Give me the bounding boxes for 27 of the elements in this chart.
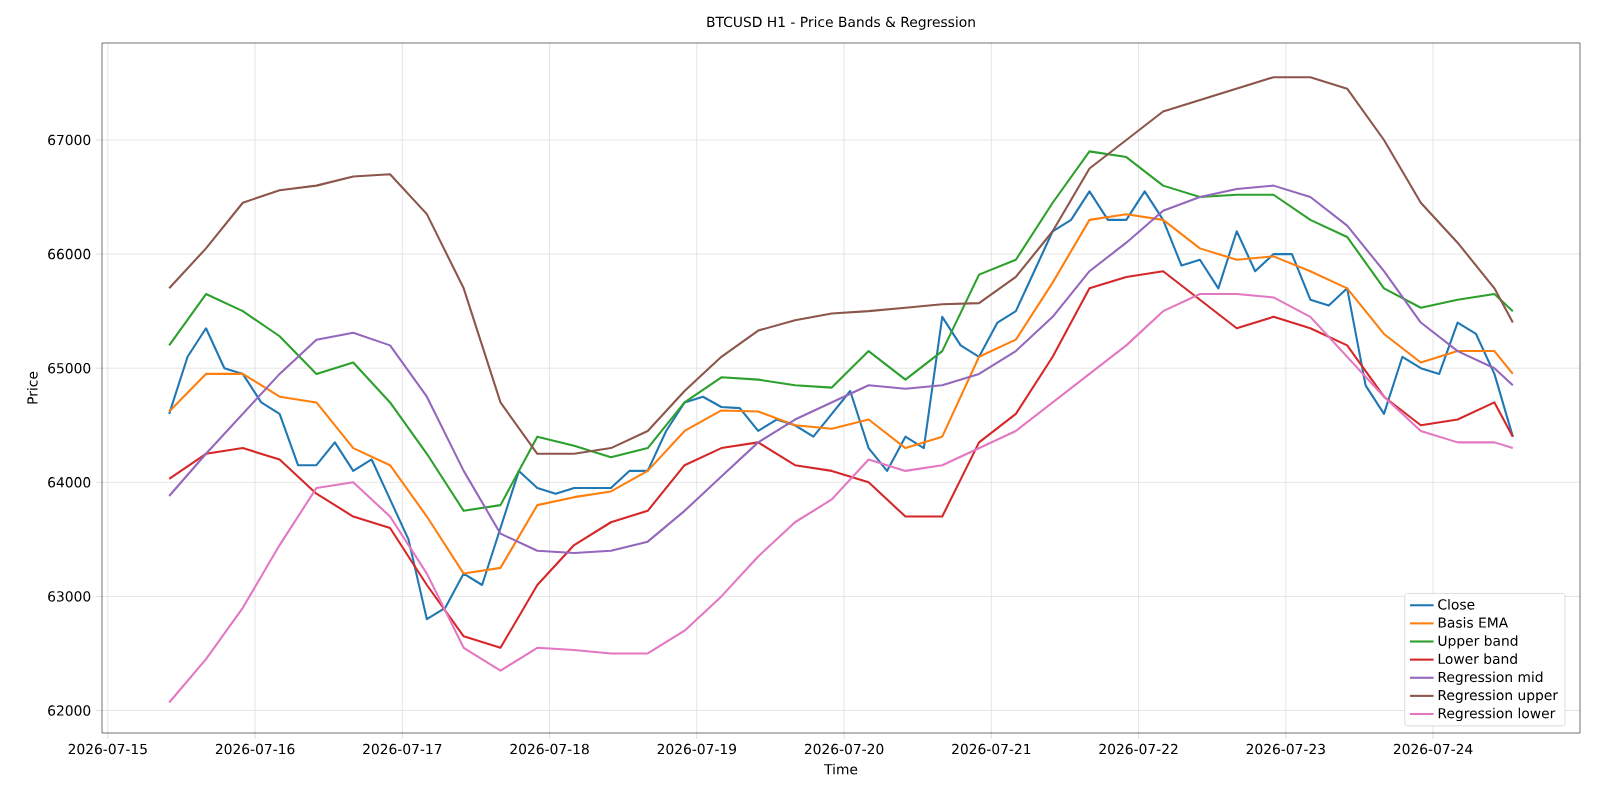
x-tick-label: 2026-07-17 — [363, 743, 442, 755]
y-tick-label: 66000 — [48, 248, 91, 260]
x-tick-label: 2026-07-20 — [804, 743, 884, 755]
legend-label: Regression lower — [1438, 707, 1556, 722]
legend-label: Regression upper — [1438, 689, 1559, 703]
y-tick-label: 62000 — [48, 705, 91, 716]
x-tick-label: 2026-07-22 — [1099, 743, 1178, 755]
x-axis-title: Time — [824, 763, 858, 775]
x-tick-label: 2026-07-15 — [68, 743, 147, 755]
x-tick-label: 2026-07-23 — [1246, 743, 1325, 755]
legend-label: Lower band — [1438, 653, 1517, 665]
x-tick-label: 2026-07-19 — [657, 743, 737, 755]
legend-label: Close — [1438, 598, 1475, 610]
legend-label: Basis EMA — [1438, 617, 1509, 628]
chart-title: BTCUSD H1 - Price Bands & Regression — [707, 16, 975, 30]
x-tick-label: 2026-07-24 — [1393, 743, 1473, 755]
x-tick-label: 2026-07-21 — [952, 743, 1031, 755]
x-tick-label: 2026-07-18 — [510, 743, 589, 755]
y-tick-label: 67000 — [48, 134, 91, 146]
y-tick-label: 63000 — [48, 591, 91, 602]
line-series — [168, 150, 1514, 512]
legend-label: Upper band — [1438, 635, 1518, 649]
x-tick-label: 2026-07-16 — [215, 743, 295, 755]
y-axis-title: Price — [26, 371, 38, 404]
y-tick-label: 65000 — [48, 362, 91, 374]
y-tick-label: 64000 — [48, 477, 91, 488]
legend-label: Regression mid — [1438, 671, 1543, 685]
